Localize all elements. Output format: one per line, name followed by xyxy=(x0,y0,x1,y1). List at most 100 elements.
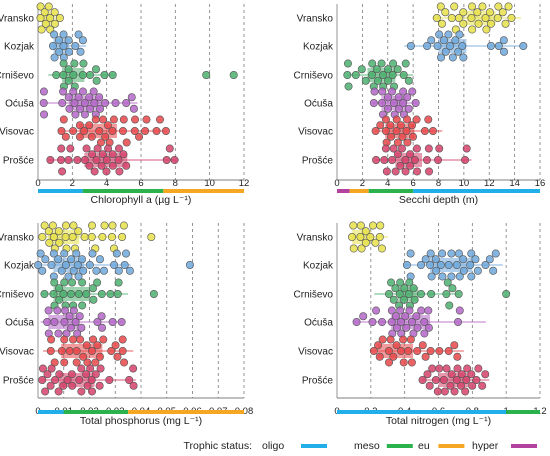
data-point xyxy=(70,99,79,108)
data-point xyxy=(399,71,408,80)
data-point xyxy=(36,249,45,258)
data-point xyxy=(405,306,414,315)
row-label: Prošće xyxy=(3,376,35,387)
data-point xyxy=(67,255,76,264)
data-point xyxy=(343,71,352,80)
data-point xyxy=(38,233,47,242)
data-point xyxy=(467,249,476,258)
data-point xyxy=(125,266,134,275)
data-point xyxy=(428,364,437,373)
data-point xyxy=(499,36,508,45)
data-point xyxy=(57,156,66,165)
data-point xyxy=(403,93,412,102)
data-point xyxy=(446,381,455,390)
data-point xyxy=(89,295,98,304)
data-point xyxy=(87,233,96,242)
data-point xyxy=(80,127,89,136)
series-Oćuša: Oćuša xyxy=(304,306,486,338)
x-axis-title: Total phosphorus (mg L⁻¹) xyxy=(80,415,202,427)
data-point xyxy=(474,364,483,373)
data-point xyxy=(367,71,376,80)
data-point xyxy=(37,25,46,34)
data-point xyxy=(461,387,470,396)
series-Visovac: Visovac xyxy=(0,115,170,147)
data-point xyxy=(386,121,395,130)
data-point xyxy=(388,71,397,80)
data-point xyxy=(391,284,400,293)
data-point xyxy=(444,260,453,269)
data-point xyxy=(396,161,405,170)
data-point xyxy=(377,244,386,253)
data-point xyxy=(402,323,411,332)
data-point xyxy=(384,346,393,355)
data-point xyxy=(397,346,406,355)
data-point xyxy=(351,71,360,80)
data-point xyxy=(114,266,123,275)
data-point xyxy=(76,47,85,56)
row-label: Prošće xyxy=(3,156,35,167)
data-point xyxy=(412,115,421,124)
data-point xyxy=(420,127,429,136)
data-point xyxy=(356,233,365,242)
data-point xyxy=(467,272,476,281)
row-label: Oćuša xyxy=(5,99,34,110)
data-point xyxy=(78,255,87,264)
data-point xyxy=(493,14,502,23)
data-point xyxy=(111,341,120,350)
data-point xyxy=(72,358,81,367)
data-point xyxy=(370,87,379,96)
data-point xyxy=(47,364,56,373)
data-point xyxy=(88,150,97,159)
data-point xyxy=(64,272,73,281)
data-point xyxy=(467,370,476,379)
data-point xyxy=(427,272,436,281)
data-point xyxy=(54,329,63,338)
data-point xyxy=(112,249,121,258)
data-point xyxy=(352,317,361,326)
data-point xyxy=(130,127,139,136)
data-point xyxy=(147,233,156,242)
data-point xyxy=(78,278,87,287)
data-point xyxy=(437,53,446,62)
data-point xyxy=(389,295,398,304)
data-point xyxy=(125,375,134,384)
data-point xyxy=(50,53,59,62)
data-point xyxy=(58,167,67,176)
legend-swatch-hyper xyxy=(511,444,537,448)
data-point xyxy=(69,306,78,315)
data-point xyxy=(408,87,417,96)
data-point xyxy=(393,65,402,74)
data-point xyxy=(92,266,101,275)
data-point xyxy=(494,2,503,11)
x-tick-label: 0 xyxy=(334,178,339,189)
data-point xyxy=(65,47,74,56)
data-point xyxy=(357,65,366,74)
data-point xyxy=(343,59,352,68)
data-point xyxy=(373,76,382,85)
data-point xyxy=(48,41,57,50)
data-point xyxy=(392,323,401,332)
data-point xyxy=(91,370,100,379)
data-point xyxy=(89,335,98,344)
x-tick-label: 12 xyxy=(239,178,250,189)
data-point xyxy=(119,115,128,124)
data-point xyxy=(86,71,95,80)
data-point xyxy=(397,144,406,153)
data-point xyxy=(448,284,457,293)
data-point xyxy=(481,370,490,379)
data-point xyxy=(57,346,66,355)
data-point xyxy=(399,87,408,96)
data-point xyxy=(67,370,76,379)
data-point xyxy=(489,266,498,275)
data-point xyxy=(361,238,370,247)
data-point xyxy=(455,30,464,39)
data-point xyxy=(68,381,77,390)
data-point xyxy=(41,387,50,396)
data-point xyxy=(170,156,179,165)
data-point xyxy=(504,2,513,11)
data-point xyxy=(59,30,68,39)
data-point xyxy=(50,8,59,17)
data-point xyxy=(74,30,83,39)
data-point xyxy=(420,329,429,338)
data-point xyxy=(85,260,94,269)
